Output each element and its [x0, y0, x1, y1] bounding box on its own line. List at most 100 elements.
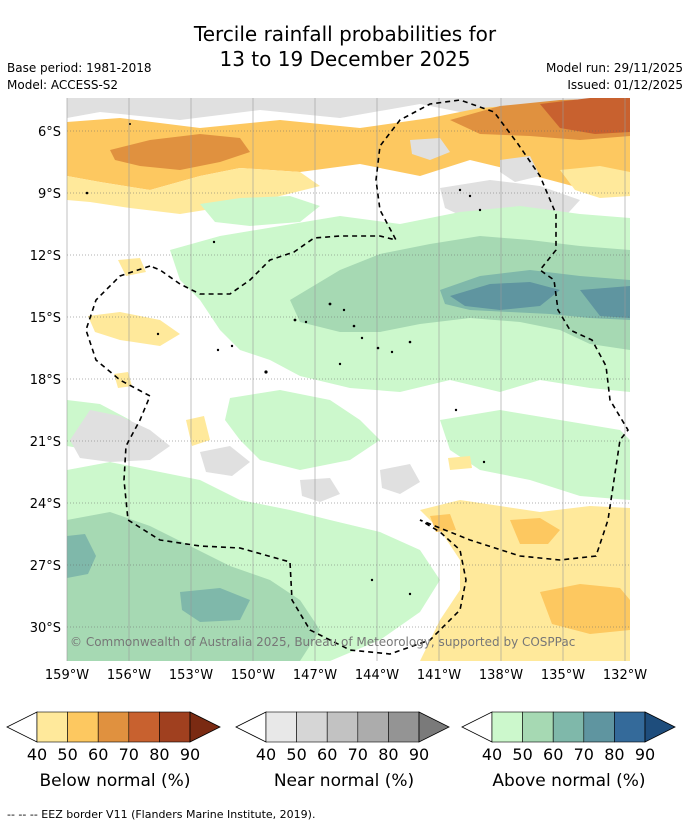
below-normal-north-east-right — [560, 166, 630, 198]
legend-tick-label: 70 — [119, 745, 139, 764]
lat-labels: 6°S 9°S 12°S 15°S 18°S 21°S 24°S 27°S 30… — [30, 125, 61, 636]
below-normal-north-light — [67, 168, 320, 214]
legend-tick-label: 40 — [482, 745, 502, 764]
lon-label: 135°W — [541, 668, 585, 683]
legend-extend-low — [461, 711, 493, 743]
legend-tick-label: 50 — [512, 745, 532, 764]
below-normal-west-dot — [114, 372, 132, 388]
near-normal-south-west — [70, 410, 170, 462]
lon-label: 159°W — [45, 668, 89, 683]
lon-label: 153°W — [169, 668, 213, 683]
lat-label: 24°S — [30, 497, 61, 512]
legend-swatch — [128, 711, 160, 743]
model-run: Model run: 29/11/2025 — [545, 61, 683, 75]
legend-title-near-normal: Near normal (%) — [273, 771, 415, 791]
gridlines — [67, 130, 630, 628]
lat-label: 30°S — [30, 621, 61, 636]
lon-label: 138°W — [479, 668, 523, 683]
legend-tick-label: 80 — [378, 745, 398, 764]
lat-label: 6°S — [38, 125, 61, 140]
legend-tick-label: 50 — [286, 745, 306, 764]
legend-swatch — [583, 711, 615, 743]
legend-tick-label: 50 — [57, 745, 77, 764]
chart-title: Tercile rainfall probabilities for 13 to… — [0, 22, 690, 72]
lat-label: 12°S — [30, 249, 61, 264]
legend-tick-label: 90 — [635, 745, 655, 764]
lon-label: 156°W — [107, 668, 151, 683]
copyright-text: © Commonwealth of Australia 2025, Bureau… — [70, 635, 575, 649]
near-normal-south-patch-1 — [200, 446, 250, 476]
above-normal-strongest — [450, 282, 560, 310]
below-normal-south-east-mid — [510, 518, 560, 544]
legend-tick-label: 70 — [574, 745, 594, 764]
legend-swatch — [265, 711, 297, 743]
lat-label: 27°S — [30, 559, 61, 574]
lon-label: 147°W — [293, 668, 337, 683]
below-normal-north-mid — [110, 134, 250, 170]
legend-tick-label: 70 — [348, 745, 368, 764]
lon-label: 144°W — [355, 668, 399, 683]
legend-swatch — [36, 711, 68, 743]
above-normal-south-east — [440, 410, 630, 500]
lat-label: 15°S — [30, 311, 61, 326]
lon-label: 141°W — [417, 668, 461, 683]
below-normal-west-patch — [88, 312, 180, 346]
lat-label: 9°S — [38, 187, 61, 202]
legend-extend-low — [6, 711, 38, 743]
model-name: Model: ACCESS-S2 — [7, 78, 119, 92]
map-plot-area — [67, 98, 630, 661]
legend-swatch — [388, 711, 420, 743]
legend-above-normal: 40 50 60 70 80 90 — [461, 711, 676, 764]
legend-tick-label: 60 — [543, 745, 563, 764]
below-normal-south-east-mid-2 — [540, 584, 630, 634]
legend-swatch — [522, 711, 554, 743]
legend-swatch — [491, 711, 523, 743]
meta-right: Model run: 29/11/2025 Issued: 01/12/2025 — [546, 60, 683, 94]
eez-footer-note: -- -- -- EEZ border V11 (Flanders Marine… — [7, 808, 316, 821]
below-normal-west-small — [118, 258, 146, 276]
legend-extend-low — [235, 711, 267, 743]
above-normal-south-strong — [67, 534, 96, 578]
legend-swatch — [67, 711, 99, 743]
lon-label: 150°W — [231, 668, 275, 683]
meta-left: Base period: 1981-2018 Model: ACCESS-S2 — [7, 60, 152, 94]
legend-tick-label: 40 — [27, 745, 47, 764]
legend-swatch — [296, 711, 328, 743]
above-normal-north-west-patch — [200, 196, 320, 226]
below-normal-central-small — [186, 416, 210, 446]
lat-label: 21°S — [30, 435, 61, 450]
legend-extend-high — [644, 711, 676, 743]
legend-swatch — [552, 711, 585, 743]
legend-title-above-normal: Above normal (%) — [492, 771, 646, 791]
probability-map: © Commonwealth of Australia 2025, Bureau… — [30, 98, 647, 683]
legend-tick-label: 60 — [88, 745, 108, 764]
legend-tick-label: 80 — [149, 745, 169, 764]
base-period: Base period: 1981-2018 — [7, 61, 152, 75]
legend-tick-label: 90 — [180, 745, 200, 764]
legend-near-normal: 40 50 60 70 80 90 — [235, 711, 450, 764]
legend-swatch — [159, 711, 191, 743]
above-normal-south-mid — [67, 512, 320, 661]
legend-title-below-normal: Below normal (%) — [39, 771, 191, 791]
title-line-1: Tercile rainfall probabilities for — [193, 22, 497, 46]
legend-swatch — [326, 711, 359, 743]
lon-label: 132°W — [603, 668, 647, 683]
legend-swatch — [357, 711, 389, 743]
legend-tick-label: 90 — [409, 745, 429, 764]
near-normal-south-patch-2 — [380, 464, 420, 494]
legend-area: 40 50 60 70 80 90 40 50 60 70 80 90 40 50 60 70 80 90 — [6, 711, 676, 764]
legend-swatch — [97, 711, 130, 743]
lat-label: 18°S — [30, 373, 61, 388]
issued-date: Issued: 01/12/2025 — [567, 78, 683, 92]
above-normal-central-south — [225, 390, 380, 470]
near-normal-south-patch-3 — [300, 478, 340, 502]
legend-tick-label: 40 — [256, 745, 276, 764]
above-normal-east — [580, 286, 630, 318]
above-normal-south-strong-2 — [180, 588, 250, 622]
meridians — [66, 98, 626, 661]
islands — [85, 123, 486, 596]
below-normal-central-small-2 — [448, 456, 472, 470]
near-normal-patch-1 — [410, 138, 450, 160]
legend-tick-label: 80 — [604, 745, 624, 764]
near-normal-patch-2 — [500, 156, 540, 182]
